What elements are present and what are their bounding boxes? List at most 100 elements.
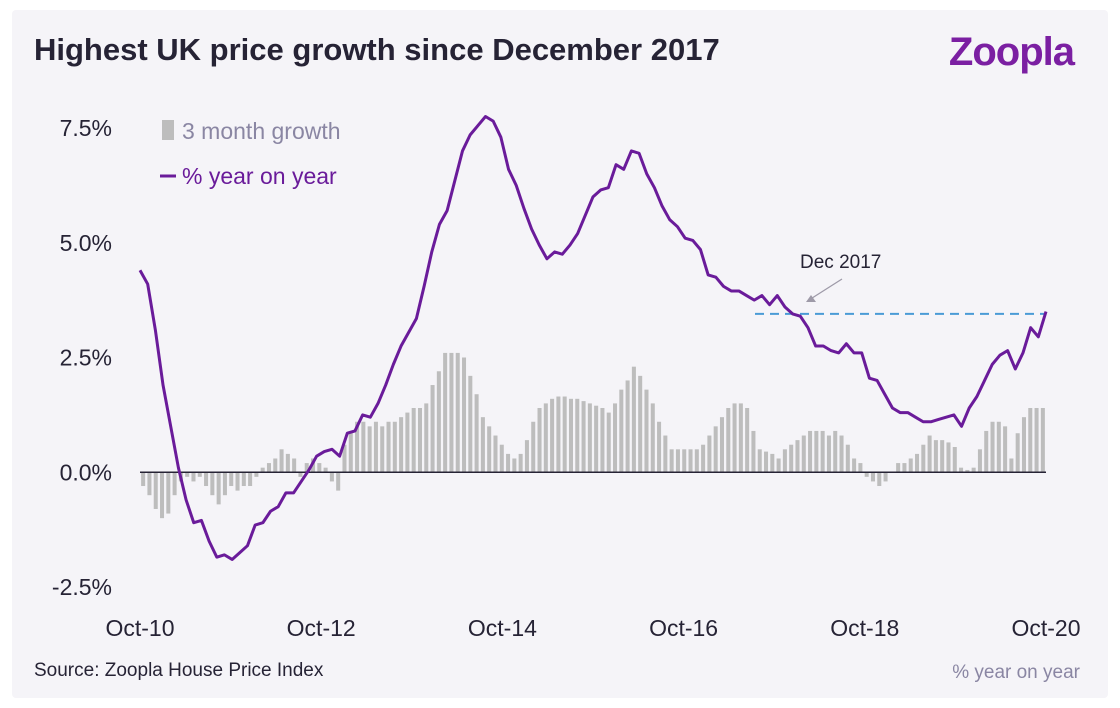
bar xyxy=(826,435,831,473)
bar xyxy=(241,472,246,487)
bar xyxy=(575,398,580,473)
bar xyxy=(468,375,473,473)
bar xyxy=(411,407,416,473)
annotation-arrowhead-icon xyxy=(806,295,816,302)
bar xyxy=(984,430,989,473)
bar xyxy=(543,403,548,473)
bar xyxy=(210,472,215,496)
bar xyxy=(562,396,567,473)
bar xyxy=(1003,426,1008,473)
bar xyxy=(455,352,460,473)
bar xyxy=(795,440,800,473)
bar xyxy=(858,463,863,473)
bar xyxy=(707,435,712,473)
bar xyxy=(927,435,932,473)
bar xyxy=(531,421,536,473)
bar xyxy=(782,449,787,473)
x-tick-label: Oct-14 xyxy=(468,615,537,641)
bar xyxy=(222,472,227,496)
bar xyxy=(493,435,498,473)
bar xyxy=(266,463,271,473)
bar xyxy=(329,472,334,482)
bar xyxy=(304,463,309,473)
bar xyxy=(512,458,517,473)
bar xyxy=(757,449,762,473)
bar xyxy=(650,403,655,473)
bar xyxy=(568,398,573,473)
x-tick-label: Oct-10 xyxy=(105,615,174,641)
x-tick-label: Oct-20 xyxy=(1011,615,1080,641)
bar xyxy=(424,403,429,473)
bar xyxy=(852,458,857,473)
bar xyxy=(197,472,202,477)
bar xyxy=(417,407,422,473)
bar xyxy=(808,430,813,473)
bar xyxy=(367,426,372,473)
bar xyxy=(719,417,724,473)
bar xyxy=(675,449,680,473)
bar xyxy=(877,472,882,487)
bar xyxy=(336,472,341,491)
bar xyxy=(147,472,152,496)
bar xyxy=(694,449,699,473)
bar xyxy=(606,412,611,473)
bar xyxy=(657,421,662,473)
legend-label-year-on-year: % year on year xyxy=(182,163,337,189)
legend-label-3-month-growth: 3 month growth xyxy=(182,118,341,144)
annotation-dec-2017: Dec 2017 xyxy=(800,252,881,302)
y-tick-label: 0.0% xyxy=(60,459,112,485)
bar xyxy=(770,453,775,473)
bar xyxy=(273,458,278,473)
bar xyxy=(587,403,592,473)
bar xyxy=(506,453,511,473)
bar xyxy=(342,444,347,473)
y-axis-ticks: -2.5% 0.0% 2.5% 5.0% 7.5% xyxy=(52,115,112,600)
source-note: Source: Zoopla House Price Index xyxy=(34,660,324,681)
bar xyxy=(487,426,492,473)
bar xyxy=(550,398,555,473)
bar xyxy=(776,458,781,473)
bar xyxy=(474,394,479,473)
bar xyxy=(254,472,259,477)
chart-title: Highest UK price growth since December 2… xyxy=(34,32,720,67)
bar xyxy=(298,472,303,477)
bar xyxy=(185,472,190,477)
bar xyxy=(713,426,718,473)
bar xyxy=(204,472,209,487)
y-tick-label: 5.0% xyxy=(60,230,112,256)
bar xyxy=(348,430,353,473)
bar xyxy=(361,421,366,473)
bar xyxy=(172,472,177,496)
bar xyxy=(933,440,938,473)
x-tick-label: Oct-16 xyxy=(649,615,718,641)
bar xyxy=(965,469,970,473)
bar xyxy=(902,463,907,473)
bar xyxy=(977,449,982,473)
bar xyxy=(915,453,920,473)
bar xyxy=(1028,407,1033,473)
bar xyxy=(801,435,806,473)
bar xyxy=(229,472,234,487)
bar xyxy=(864,472,869,477)
bar xyxy=(380,426,385,473)
bar xyxy=(373,421,378,473)
bar xyxy=(952,447,957,473)
bar xyxy=(990,421,995,473)
bar xyxy=(386,421,391,473)
y-tick-label: 7.5% xyxy=(60,115,112,141)
bar xyxy=(669,449,674,473)
bar xyxy=(443,352,448,473)
bar xyxy=(191,472,196,482)
bar xyxy=(537,407,542,473)
bar xyxy=(701,444,706,473)
bar xyxy=(141,472,146,487)
bar xyxy=(732,403,737,473)
annotation-label: Dec 2017 xyxy=(800,252,881,273)
bar xyxy=(688,449,693,473)
bar xyxy=(480,417,485,473)
legend-swatch-bars xyxy=(162,120,174,140)
bar xyxy=(1040,407,1045,473)
x-tick-label: Oct-18 xyxy=(830,615,899,641)
bar xyxy=(355,421,360,473)
bar xyxy=(518,453,523,473)
